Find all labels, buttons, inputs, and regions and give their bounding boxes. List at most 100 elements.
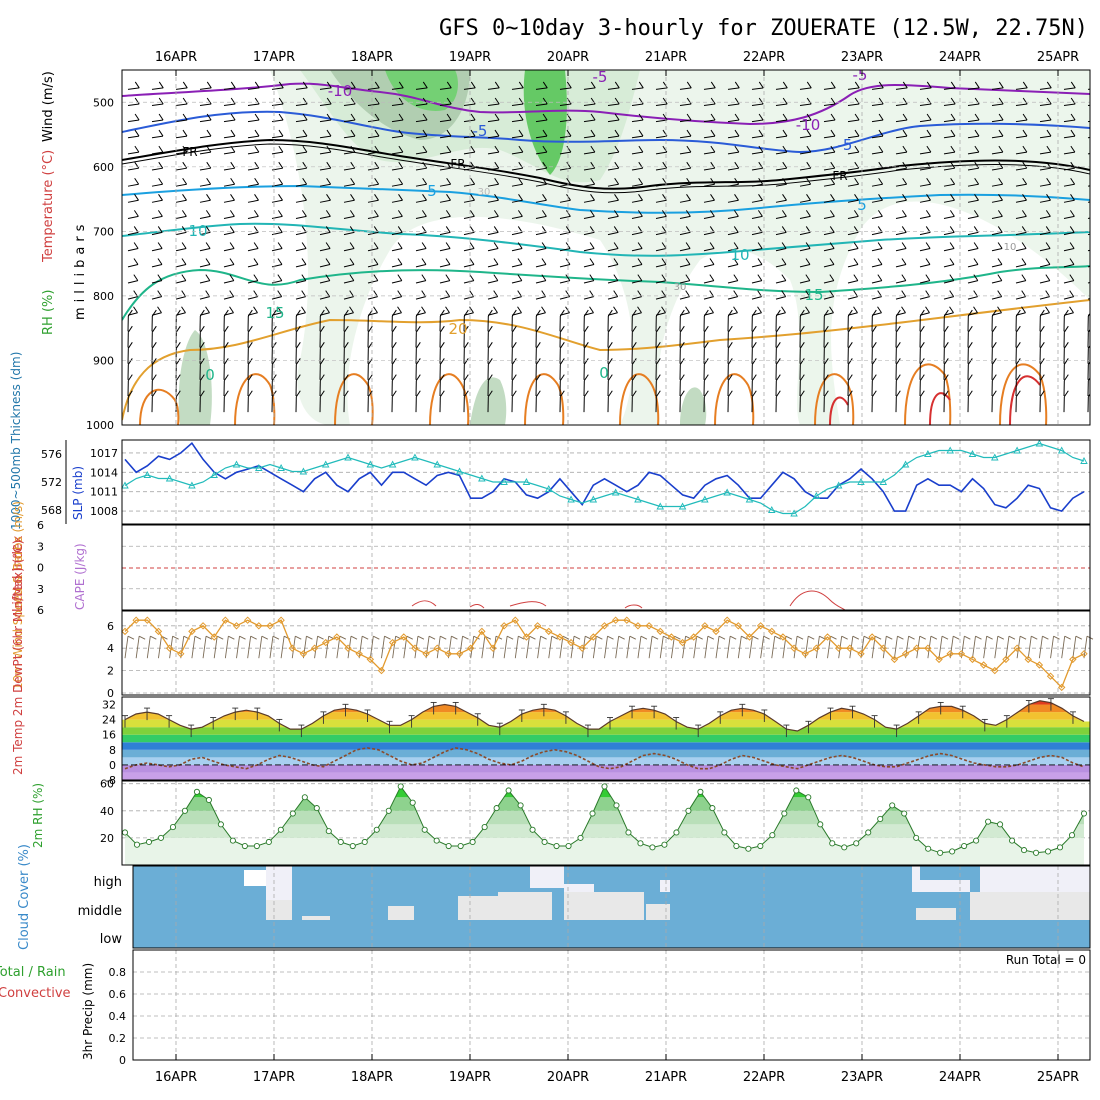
wind-barb — [679, 231, 691, 236]
thickness-marker — [232, 460, 241, 468]
wind-barb-flag — [829, 290, 835, 297]
wind-barb — [367, 119, 380, 123]
wind-barb — [319, 231, 331, 236]
wind-barb — [895, 247, 907, 252]
wind-barb — [415, 247, 427, 252]
wind-barb — [919, 167, 931, 171]
wind10m-barb-flag — [217, 635, 224, 640]
wind10m-marker — [422, 650, 430, 658]
wind-barb-flag — [1069, 258, 1075, 265]
wind-barb — [655, 119, 668, 123]
wind-barb — [127, 231, 139, 236]
isotherm-freezing-2 — [122, 143, 1090, 194]
wind-barb-flag — [997, 226, 1003, 233]
wind-barb-flag — [157, 306, 162, 313]
wind-barb-flag — [127, 374, 133, 381]
wind-barb-flag — [637, 274, 643, 281]
wind-barb-flag — [926, 129, 932, 137]
wind-barb-flag — [895, 390, 901, 398]
temperature-band — [122, 742, 1090, 750]
wind-barb — [775, 199, 787, 203]
wind-barb-flag — [181, 306, 186, 313]
wind-barb-flag — [134, 145, 140, 153]
wind-barb-flag — [182, 194, 187, 201]
temperature-band — [122, 772, 1090, 780]
wind-barb-flag — [278, 81, 284, 89]
wind-barb — [895, 151, 907, 155]
wind10m-marker — [812, 644, 821, 652]
cloud-ylabel: Cloud Cover (%) — [17, 844, 32, 950]
isotherm-20 — [122, 299, 1090, 421]
wind-barb — [1039, 264, 1051, 268]
rh2m-marker — [793, 787, 800, 794]
wind-barb-flag — [278, 129, 284, 137]
wind-barb-flag — [830, 129, 836, 137]
wind-barb — [151, 135, 164, 139]
wind-barb — [679, 183, 691, 187]
wind-barb-flag — [998, 177, 1004, 185]
wind-barb — [991, 167, 1003, 171]
wind-barb-flag — [326, 145, 332, 153]
cloud-gap — [266, 900, 292, 920]
wind-barb-flag — [415, 342, 421, 349]
wind-barb-flag — [511, 325, 517, 333]
wind-barb — [943, 280, 954, 284]
wind-barb-flag — [566, 161, 572, 169]
wind-barb-flag — [757, 258, 763, 265]
wind-barb — [199, 151, 211, 155]
wind-barb — [511, 264, 523, 268]
wind10m-marker — [834, 644, 843, 652]
wind10m-barb — [280, 636, 285, 659]
upper-ylabel-wind: Wind (m/s) — [41, 71, 56, 142]
rh2m-marker — [841, 844, 848, 851]
wind-barb — [607, 183, 619, 187]
wind-barb — [991, 247, 1003, 252]
wind-barb-flag — [181, 210, 187, 217]
thickness-marker — [879, 478, 888, 485]
wind-barb-flag — [254, 81, 260, 89]
wind-barb-flag — [175, 390, 181, 398]
wind-barb-flag — [535, 358, 541, 365]
wind-barb-flag — [1015, 358, 1021, 365]
wind10m-barb — [124, 636, 129, 659]
wind-barb — [199, 231, 211, 236]
wind-barb — [583, 167, 595, 171]
wind10m-tick-label: 4 — [107, 642, 114, 655]
wind-barb — [391, 247, 403, 252]
wind10m-barb — [224, 636, 229, 659]
wind10m-marker — [266, 622, 274, 630]
wind-barb — [175, 167, 187, 171]
wind-barb-flag — [583, 309, 589, 317]
wind-barb — [583, 199, 595, 203]
thickness-marker — [344, 453, 352, 461]
isotherm-label: 30 — [478, 187, 491, 198]
wind-barb-flag — [182, 129, 188, 137]
wind10m-barb-flag — [718, 635, 726, 640]
wind-barb — [943, 167, 955, 171]
wind-barb — [199, 103, 212, 106]
thickness-marker — [611, 488, 620, 496]
wind10m-barb-flag — [451, 635, 458, 640]
wind-barb — [751, 264, 763, 268]
wind-barb — [751, 247, 763, 252]
wind-barb-flag — [631, 325, 637, 333]
wind-barb — [631, 231, 643, 236]
wind-barb — [799, 135, 812, 139]
wind10m-barb — [236, 636, 240, 659]
wind-barb — [871, 296, 882, 300]
thickness-marker — [277, 464, 285, 471]
temperature-mask — [122, 697, 1090, 731]
wind-barb-flag — [151, 309, 157, 317]
wind-barb-flag — [1039, 374, 1045, 381]
wind-barb-flag — [493, 226, 499, 233]
wind10m-barb — [269, 636, 274, 659]
wind-barb-flag — [374, 129, 380, 137]
wind-barb-flag — [517, 258, 523, 265]
panel-frame — [121, 524, 1091, 611]
wind-barb-flag — [439, 390, 445, 398]
wind10m-barb-flag — [874, 635, 882, 640]
wind-barb — [703, 199, 715, 203]
wind-barb — [247, 183, 259, 187]
wind10m-marker — [600, 622, 609, 630]
